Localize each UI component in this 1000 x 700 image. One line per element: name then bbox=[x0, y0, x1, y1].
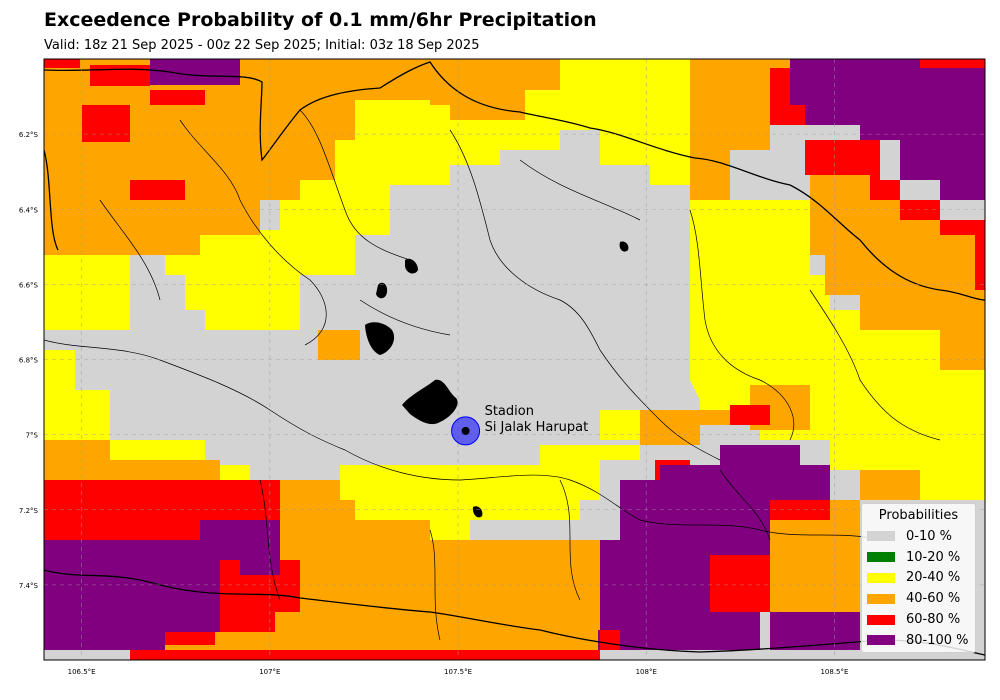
station-label-line2: Si Jalak Harupat bbox=[485, 420, 589, 435]
chart-subtitle: Valid: 18z 21 Sep 2025 - 00z 22 Sep 2025… bbox=[44, 38, 480, 53]
lon-tick-labels: 106.5°E 107°E 107.5°E 108°E 108.5°E bbox=[68, 668, 849, 676]
legend-label: 10-20 % bbox=[906, 549, 961, 565]
legend-swatch bbox=[867, 593, 895, 604]
lat-tick-label: 6.8°S bbox=[19, 357, 39, 365]
chart-title: Exceedence Probability of 0.1 mm/6hr Pre… bbox=[44, 9, 597, 31]
legend-swatch bbox=[867, 614, 895, 625]
lake-features bbox=[365, 241, 629, 518]
legend-title: Probabilities bbox=[878, 508, 959, 523]
legend-item: 80-100 % bbox=[862, 630, 975, 651]
lat-tick-label: 7.4°S bbox=[19, 582, 39, 590]
lon-tick-label: 106.5°E bbox=[68, 668, 96, 676]
legend-label: 80-100 % bbox=[906, 632, 969, 648]
map-frame bbox=[43, 58, 986, 661]
legend-swatch bbox=[867, 531, 895, 542]
lat-tick-labels: 6.2°S 6.4°S 6.6°S 6.8°S 7°S 7.2°S 7.4°S bbox=[19, 131, 39, 590]
lat-tick-label: 7.2°S bbox=[19, 507, 39, 515]
coastlines bbox=[44, 61, 985, 656]
lon-tick-label: 107°E bbox=[259, 668, 280, 676]
lon-tick-label: 108.5°E bbox=[820, 668, 848, 676]
legend-swatch bbox=[867, 572, 895, 583]
legend-label: 60-80 % bbox=[906, 612, 961, 628]
admin-boundaries bbox=[44, 109, 941, 641]
legend-item: 20-40 % bbox=[862, 568, 975, 589]
legend-label: 0-10 % bbox=[906, 528, 952, 544]
legend-label: 40-60 % bbox=[906, 591, 961, 607]
legend-swatch bbox=[867, 635, 895, 646]
regions-60-80 bbox=[44, 59, 985, 660]
legend-item: 10-20 % bbox=[862, 547, 975, 568]
lat-tick-label: 6.4°S bbox=[19, 206, 39, 214]
legend-item: 40-60 % bbox=[862, 588, 975, 609]
lat-tick-label: 6.2°S bbox=[19, 131, 39, 139]
lon-tick-label: 108°E bbox=[636, 668, 657, 676]
station-marker[interactable] bbox=[451, 416, 481, 446]
legend-item: 0-10 % bbox=[862, 526, 975, 547]
lat-tick-label: 7°S bbox=[26, 432, 39, 440]
legend-label: 20-40 % bbox=[906, 570, 961, 586]
legend: Probabilities 0-10 % 10-20 % 20-40 % 40-60 … bbox=[861, 503, 976, 653]
lat-tick-label: 6.6°S bbox=[19, 281, 39, 289]
station-label-line1: Stadion bbox=[485, 404, 534, 419]
gridlines bbox=[44, 59, 985, 660]
legend-item: 60-80 % bbox=[862, 609, 975, 630]
legend-swatch bbox=[867, 552, 895, 563]
lon-tick-label: 107.5°E bbox=[444, 668, 472, 676]
